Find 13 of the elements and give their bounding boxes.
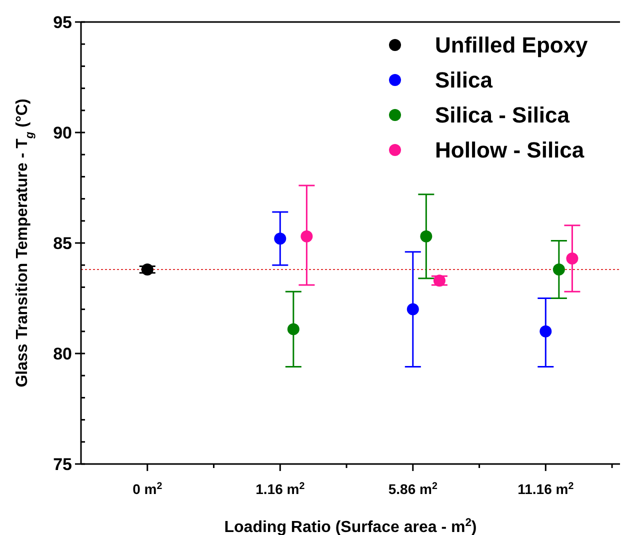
y-tick-label: 90 [53,123,72,142]
x-tick-label: 1.16 m$^{2}$ [256,480,306,497]
legend-label: Hollow - Silica [435,138,585,163]
x-tick-label: 0 m$^{2}$ [132,480,163,497]
y-tick-label: 95 [53,12,72,32]
x-tick-label: 11.16 m$^{2}$ [518,480,574,497]
x-tick-label: 5.86 m$^{2}$ [388,480,438,497]
y-tick-label: 85 [53,234,72,253]
legend-label: Unfilled Epoxy [435,32,589,58]
y-tick-label: 75 [53,454,72,474]
legend-label: Silica - Silica [435,102,570,128]
legend-label: Silica [435,68,494,93]
y-tick-label: 80 [53,344,72,364]
